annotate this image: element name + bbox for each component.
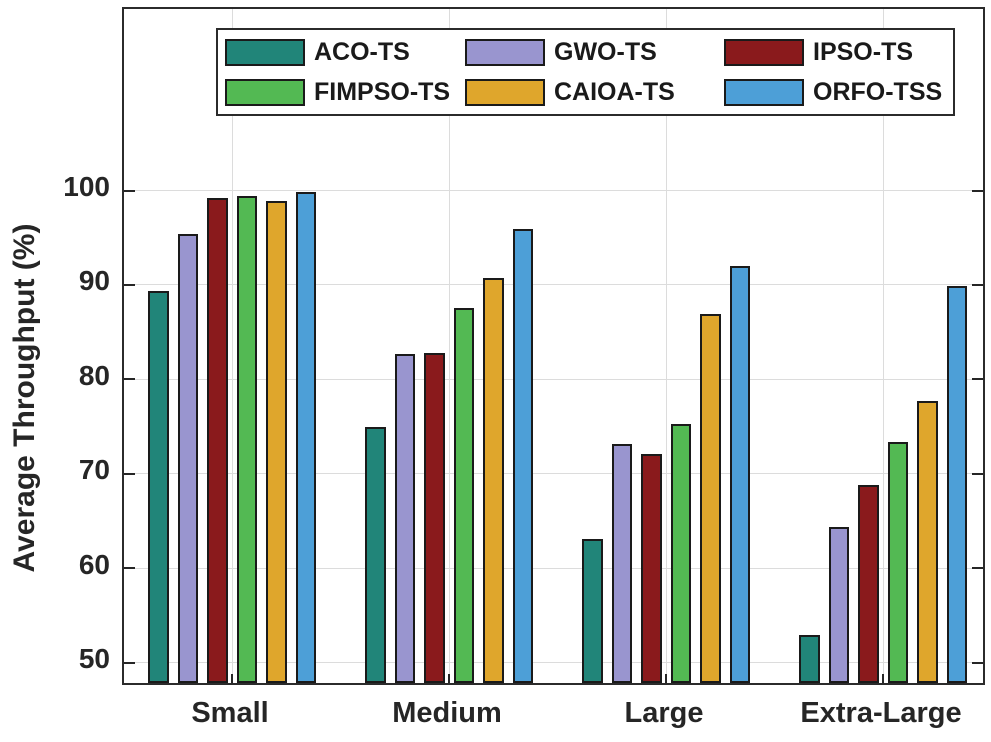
bar-GWO-TS-Small bbox=[177, 234, 198, 683]
bar-CAIOA-TS-Small bbox=[266, 201, 287, 683]
legend-swatch-FIMPSO-TS bbox=[225, 78, 305, 106]
legend-swatch-ACO-TS bbox=[225, 38, 305, 66]
y-gridline-60 bbox=[124, 567, 983, 569]
y-tick-50 bbox=[124, 661, 135, 664]
x-category-label-Extra-Large: Extra-Large bbox=[800, 697, 962, 729]
y-tick-label-80: 80 bbox=[78, 359, 110, 391]
y-tick-right-60 bbox=[972, 567, 983, 570]
y-tick-70 bbox=[124, 472, 135, 475]
bar-IPSO-TS-Medium bbox=[424, 353, 445, 683]
y-gridline-70 bbox=[124, 473, 983, 475]
bar-FIMPSO-TS-Medium bbox=[453, 308, 474, 683]
legend-swatch-GWO-TS bbox=[465, 38, 545, 66]
bar-GWO-TS-Medium bbox=[394, 354, 415, 683]
legend-label-IPSO-TS: IPSO-TS bbox=[813, 37, 914, 66]
x-tick-Medium bbox=[448, 674, 450, 683]
bar-ACO-TS-Large bbox=[582, 539, 603, 683]
y-tick-80 bbox=[124, 378, 135, 381]
bar-FIMPSO-TS-Large bbox=[670, 424, 691, 683]
bar-ACO-TS-Extra-Large bbox=[799, 634, 820, 683]
x-gridline-Extra-Large bbox=[883, 9, 884, 683]
x-tick-Extra-Large bbox=[882, 674, 884, 683]
x-category-label-Small: Small bbox=[191, 697, 269, 729]
legend-swatch-ORFO-TSS bbox=[724, 78, 804, 106]
y-tick-right-70 bbox=[972, 472, 983, 475]
bar-ORFO-TSS-Medium bbox=[512, 228, 533, 683]
y-gridline-90 bbox=[124, 284, 983, 286]
bar-IPSO-TS-Large bbox=[641, 454, 662, 683]
y-tick-label-60: 60 bbox=[78, 548, 110, 580]
y-tick-label-50: 50 bbox=[78, 643, 110, 674]
x-gridline-Large bbox=[666, 9, 667, 683]
y-tick-right-80 bbox=[972, 378, 983, 381]
legend-label-GWO-TS: GWO-TS bbox=[554, 37, 657, 66]
bar-ORFO-TSS-Small bbox=[295, 191, 316, 683]
legend-label-CAIOA-TS: CAIOA-TS bbox=[554, 77, 675, 106]
legend-item-ACO-TS: ACO-TS bbox=[225, 38, 465, 67]
bar-FIMPSO-TS-Extra-Large bbox=[887, 442, 908, 683]
y-tick-right-90 bbox=[972, 283, 983, 286]
legend-label-FIMPSO-TS: FIMPSO-TS bbox=[314, 77, 451, 106]
y-tick-100 bbox=[124, 189, 135, 192]
bar-FIMPSO-TS-Small bbox=[236, 195, 257, 683]
y-gridline-100 bbox=[124, 190, 983, 191]
legend-label-ORFO-TSS: ORFO-TSS bbox=[813, 77, 943, 106]
y-gridline-50 bbox=[124, 662, 983, 663]
y-tick-60 bbox=[124, 567, 135, 570]
bar-ORFO-TSS-Large bbox=[729, 265, 750, 683]
legend-item-FIMPSO-TS: FIMPSO-TS bbox=[225, 78, 465, 107]
bar-GWO-TS-Large bbox=[611, 443, 632, 683]
x-category-label-Medium: Medium bbox=[392, 697, 502, 729]
x-tick-Small bbox=[231, 674, 233, 683]
x-gridline-Medium bbox=[449, 9, 450, 683]
bar-IPSO-TS-Extra-Large bbox=[858, 484, 879, 683]
y-tick-90 bbox=[124, 283, 135, 286]
y-gridline-80 bbox=[124, 378, 983, 380]
bar-IPSO-TS-Small bbox=[207, 197, 228, 683]
legend-item-GWO-TS: GWO-TS bbox=[465, 38, 724, 67]
legend-swatch-CAIOA-TS bbox=[465, 78, 545, 106]
y-tick-right-100 bbox=[972, 189, 983, 192]
y-tick-label-90: 90 bbox=[78, 265, 110, 297]
bar-ACO-TS-Medium bbox=[365, 426, 386, 683]
x-category-label-Large: Large bbox=[624, 697, 704, 729]
plot-area bbox=[122, 7, 985, 685]
legend-item-CAIOA-TS: CAIOA-TS bbox=[465, 78, 724, 107]
legend-item-IPSO-TS: IPSO-TS bbox=[724, 38, 947, 67]
bar-CAIOA-TS-Large bbox=[700, 313, 721, 683]
bar-CAIOA-TS-Medium bbox=[483, 277, 504, 683]
legend-swatch-IPSO-TS bbox=[724, 38, 804, 66]
bar-ORFO-TSS-Extra-Large bbox=[946, 286, 967, 683]
legend-item-ORFO-TSS: ORFO-TSS bbox=[724, 78, 947, 107]
x-gridline-Small bbox=[232, 9, 233, 683]
bar-GWO-TS-Extra-Large bbox=[828, 527, 849, 683]
x-tick-Large bbox=[665, 674, 667, 683]
legend: ACO-TS GWO-TS IPSO-TS FIMPSO-TS CAIOA-TS ORFO… bbox=[216, 28, 955, 116]
bar-ACO-TS-Small bbox=[148, 291, 169, 683]
legend-label-ACO-TS: ACO-TS bbox=[314, 37, 410, 66]
y-tick-label-100: 100 bbox=[63, 171, 110, 202]
y-tick-label-70: 70 bbox=[78, 454, 110, 486]
bar-CAIOA-TS-Extra-Large bbox=[917, 401, 938, 683]
y-tick-right-50 bbox=[972, 661, 983, 664]
